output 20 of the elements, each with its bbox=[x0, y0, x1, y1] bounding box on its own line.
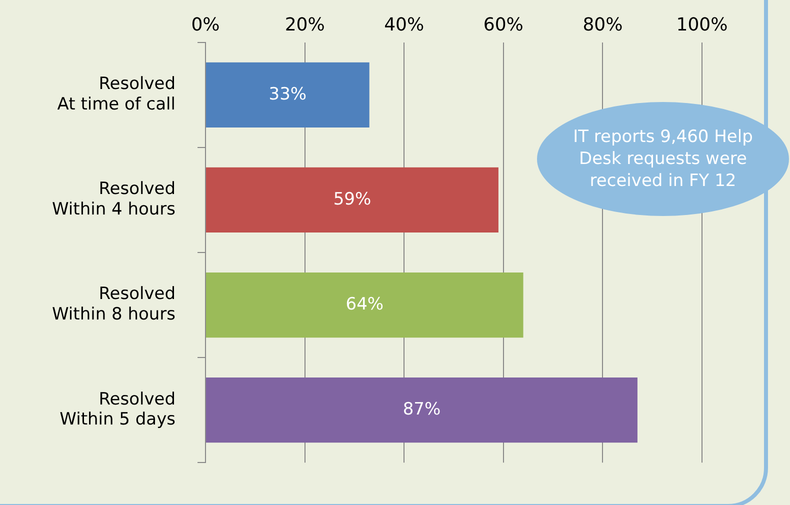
bar bbox=[206, 378, 638, 443]
x-tick-label: 100% bbox=[676, 14, 728, 36]
annotation: IT reports 9,460 Help Desk requests were received in FY 12 bbox=[572, 126, 754, 192]
y-tick-label: Resolved Within 4 hours bbox=[52, 179, 176, 220]
x-tick-label: 20% bbox=[284, 14, 325, 36]
bar bbox=[206, 62, 370, 128]
data-label: 64% bbox=[346, 294, 384, 314]
data-label: 59% bbox=[333, 189, 372, 210]
data-label: 87% bbox=[402, 399, 441, 420]
y-tick-label: Resolved Within 5 days bbox=[60, 389, 176, 430]
bar bbox=[206, 167, 498, 233]
ellipse-callout: IT reports 9,460 Help Desk requests were received in FY 12 bbox=[537, 102, 789, 216]
y-tick-label: Resolved At time of call bbox=[57, 74, 176, 115]
bar bbox=[206, 272, 524, 338]
x-tick-label: 0% bbox=[191, 14, 220, 36]
y-tick-label: Resolved Within 8 hours bbox=[52, 284, 176, 325]
x-tick-label: 60% bbox=[483, 14, 524, 36]
data-label: 33% bbox=[268, 84, 307, 104]
x-tick-label: 80% bbox=[582, 14, 623, 36]
x-tick-label: 40% bbox=[384, 14, 424, 36]
